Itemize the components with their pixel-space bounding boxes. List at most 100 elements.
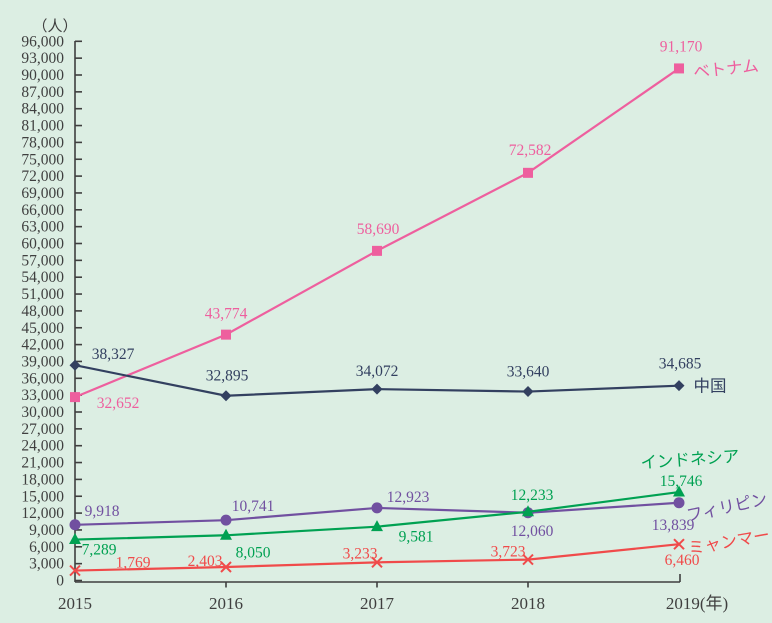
x-marker	[522, 553, 534, 566]
series-myanmar-value-label: 3,233	[343, 545, 378, 562]
series-indonesia-value-label: 7,289	[82, 542, 117, 559]
y-axis-tick-label: 93,000	[21, 50, 64, 67]
y-axis-tick-label: 81,000	[21, 118, 64, 135]
x-axis-tick-label: 2015	[58, 594, 92, 613]
y-axis-tick-label: 42,000	[21, 337, 64, 354]
circle-marker	[673, 497, 685, 509]
y-axis-tick-label: 33,000	[21, 387, 64, 404]
y-axis-tick-label: 36,000	[21, 370, 64, 387]
y-axis-tick-label: 6,000	[29, 539, 64, 556]
axes	[74, 40, 681, 588]
triangle-marker	[220, 528, 232, 540]
triangle-marker	[673, 485, 685, 497]
series-philippines-value-label: 10,741	[232, 498, 275, 515]
series-myanmar-value-label: 6,460	[665, 552, 700, 569]
series-china-value-label: 33,640	[507, 364, 550, 381]
x-marker	[371, 556, 383, 569]
y-axis-tick-label: 66,000	[21, 202, 64, 219]
y-axis-tick-label: 24,000	[21, 438, 64, 455]
y-axis-tick-label: 9,000	[29, 522, 64, 539]
diamond-marker	[673, 380, 685, 392]
y-axis-tick-label: 51,000	[21, 286, 64, 303]
series-philippines-value-label: 12,923	[387, 489, 430, 506]
square-marker	[221, 329, 231, 340]
series-vietnam-name-label: ベトナム	[692, 56, 759, 82]
y-axis-tick-label: 84,000	[21, 101, 64, 118]
series-china-value-label: 34,072	[356, 363, 399, 380]
x-marker	[69, 564, 81, 577]
diamond-marker	[220, 390, 232, 402]
series-philippines-value-label: 13,839	[652, 517, 695, 534]
y-axis-tick-label: 0	[56, 573, 64, 590]
y-axis-tick-label: 75,000	[21, 151, 64, 168]
y-axis-tick-label: 57,000	[21, 252, 64, 269]
x-axis-tick-label: 2017	[360, 594, 395, 613]
diamond-marker	[69, 359, 81, 371]
square-marker	[372, 245, 382, 256]
series-vietnam-value-label: 32,652	[97, 395, 140, 412]
y-axis-tick-label: 69,000	[21, 185, 64, 202]
y-axis-tick-label: 27,000	[21, 421, 64, 438]
x-marker	[220, 561, 232, 573]
square-marker	[70, 392, 80, 403]
y-axis-unit-label: （人）	[32, 18, 77, 35]
circle-marker	[220, 514, 232, 526]
y-axis-tick-label: 30,000	[21, 404, 64, 421]
diamond-marker	[371, 383, 383, 395]
series-china-value-label: 34,685	[659, 356, 702, 373]
y-axis-tick-label: 72,000	[21, 168, 64, 185]
series-philippines-value-label: 9,918	[85, 503, 120, 520]
series-myanmar-value-label: 2,403	[188, 553, 223, 570]
series-myanmar-value-label: 1,769	[116, 555, 151, 572]
y-axis-tick-label: 60,000	[21, 236, 64, 253]
series-china-value-label: 32,895	[206, 368, 249, 385]
series-vietnam-value-label: 58,690	[357, 221, 400, 238]
circle-marker	[69, 519, 81, 531]
diamond-marker	[522, 386, 534, 398]
series-indonesia-value-label: 8,050	[236, 544, 271, 561]
series-vietnam-value-label: 91,170	[660, 38, 703, 55]
triangle-marker	[69, 533, 81, 545]
y-axis-tick-label: 3,000	[29, 556, 64, 573]
square-marker	[523, 167, 533, 178]
y-axis-tick-label: 12,000	[21, 505, 64, 522]
y-axis-tick-label: 39,000	[21, 353, 64, 370]
series-philippines-name-label: フィリピン	[685, 489, 769, 525]
x-axis-tick-label: 2018	[511, 594, 545, 613]
series-vietnam-value-label: 72,582	[509, 142, 552, 159]
series-indonesia-value-label: 15,746	[660, 473, 703, 490]
circle-marker	[371, 502, 383, 514]
series-myanmar-name-label: ミャンマー	[687, 525, 772, 558]
y-axis-tick-label: 15,000	[21, 488, 64, 505]
series-myanmar-value-label: 3,723	[491, 544, 526, 561]
axis-labels: 03,0006,0009,00012,00015,00018,00021,000…	[21, 18, 728, 613]
y-axis-tick-label: 48,000	[21, 303, 64, 320]
y-axis-tick-label: 63,000	[21, 219, 64, 236]
x-axis-tick-label: 2019(年)	[666, 594, 728, 613]
y-axis-tick-label: 87,000	[21, 84, 64, 101]
series-china-name-label: 中国	[694, 377, 727, 396]
series-indonesia-value-label: 12,233	[511, 487, 554, 504]
y-axis-tick-label: 54,000	[21, 269, 64, 286]
y-axis-tick-label: 78,000	[21, 134, 64, 151]
triangle-marker	[371, 520, 383, 532]
triangle-marker	[522, 505, 534, 517]
square-marker	[674, 63, 684, 74]
series-indonesia-line	[74, 490, 680, 541]
series-china: 38,327 32,895 34,072 33,640 34,685 中国	[69, 346, 727, 402]
series-indonesia-value-label: 9,581	[399, 529, 434, 546]
y-axis-tick-label: 18,000	[21, 471, 64, 488]
series-vietnam-value-label: 43,774	[205, 306, 248, 323]
y-axis-tick-label: 45,000	[21, 320, 64, 337]
x-marker	[673, 538, 685, 550]
y-axis-tick-label: 90,000	[21, 67, 64, 84]
y-axis-tick-label: 96,000	[21, 33, 64, 50]
series-china-value-label: 38,327	[92, 346, 135, 363]
series-indonesia-name-label: インドネシア	[640, 447, 740, 473]
y-axis-tick-label: 21,000	[21, 455, 64, 472]
x-axis-tick-label: 2016	[209, 594, 243, 613]
